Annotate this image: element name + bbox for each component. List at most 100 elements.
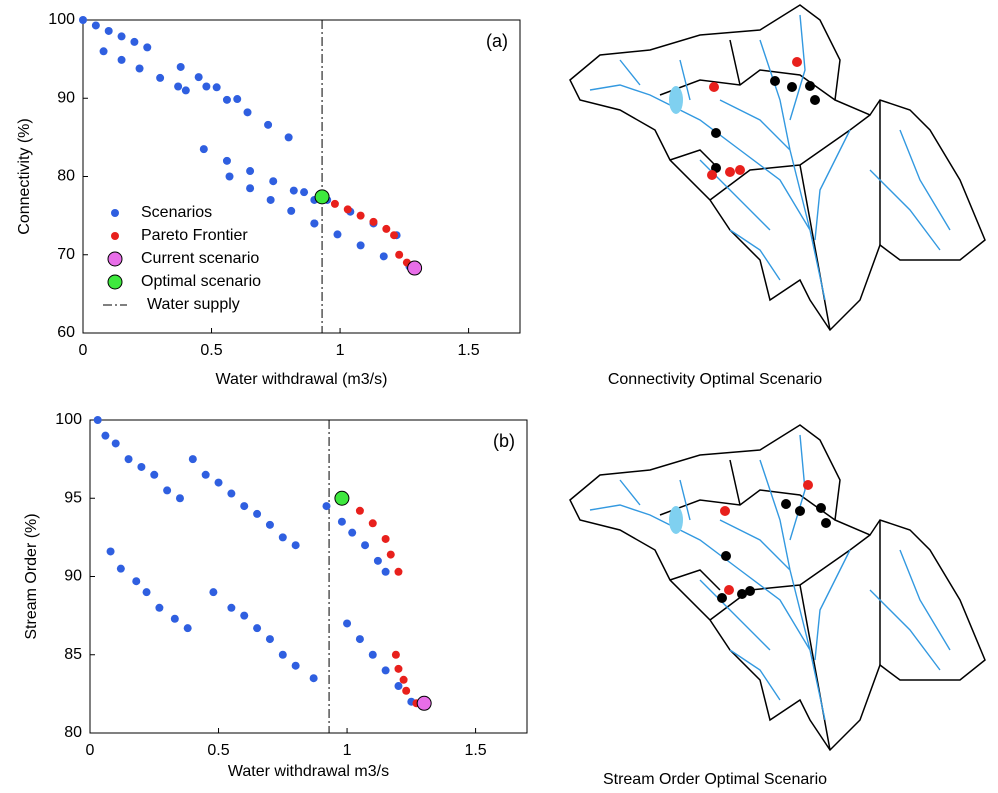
legend-marker bbox=[107, 274, 123, 290]
legend-label: Pareto Frontier bbox=[141, 227, 248, 244]
data-point bbox=[176, 62, 185, 71]
data-point bbox=[333, 230, 342, 239]
data-point bbox=[379, 252, 388, 261]
x-axis-label: Water withdrawal m3/s bbox=[228, 763, 389, 780]
data-point bbox=[343, 619, 352, 628]
data-point bbox=[407, 260, 423, 276]
data-point bbox=[104, 26, 113, 35]
data-point bbox=[355, 506, 364, 515]
y-tick-label: 95 bbox=[64, 489, 82, 506]
y-tick-label: 80 bbox=[57, 168, 75, 185]
data-point bbox=[395, 250, 404, 259]
legend-marker bbox=[107, 251, 123, 267]
data-point bbox=[132, 577, 141, 586]
y-tick-label: 70 bbox=[57, 246, 75, 263]
legend-marker bbox=[111, 209, 119, 217]
data-point bbox=[381, 666, 390, 675]
data-point bbox=[343, 205, 352, 214]
x-tick-label: 0 bbox=[86, 742, 95, 759]
data-point bbox=[174, 82, 183, 91]
y-tick-label: 80 bbox=[64, 724, 82, 741]
data-point bbox=[399, 675, 408, 684]
data-point bbox=[99, 47, 108, 56]
data-point bbox=[183, 624, 192, 633]
data-point bbox=[79, 16, 87, 24]
data-point bbox=[381, 567, 390, 576]
data-point bbox=[246, 167, 255, 176]
data-point bbox=[194, 73, 203, 82]
data-point bbox=[287, 206, 296, 215]
data-point bbox=[214, 478, 223, 487]
data-point bbox=[373, 556, 382, 565]
data-point bbox=[233, 95, 242, 104]
data-point bbox=[265, 520, 274, 529]
data-point bbox=[337, 517, 346, 526]
data-point bbox=[402, 686, 411, 695]
data-point bbox=[246, 184, 255, 193]
data-point bbox=[322, 502, 331, 511]
data-point bbox=[227, 603, 236, 612]
data-point bbox=[135, 64, 144, 73]
x-tick-label: 1.5 bbox=[464, 742, 486, 759]
data-point bbox=[163, 486, 172, 495]
data-point bbox=[284, 133, 293, 142]
data-point bbox=[175, 494, 184, 503]
data-point bbox=[381, 534, 390, 543]
data-point bbox=[101, 431, 110, 440]
data-point bbox=[124, 455, 133, 464]
data-point bbox=[369, 217, 378, 226]
map bbox=[569, 424, 986, 751]
data-point bbox=[330, 199, 339, 208]
data-point bbox=[201, 470, 210, 479]
y-tick-label: 100 bbox=[55, 411, 82, 428]
data-point bbox=[156, 73, 165, 82]
data-point bbox=[382, 224, 391, 233]
data-point bbox=[269, 177, 278, 186]
data-point bbox=[310, 219, 319, 228]
data-point bbox=[155, 603, 164, 612]
data-point bbox=[391, 650, 400, 659]
data-point bbox=[240, 611, 249, 620]
x-tick-label: 0.5 bbox=[207, 742, 229, 759]
y-axis-label: Connectivity (%) bbox=[16, 118, 33, 234]
x-axis-label: Water withdrawal (m3/s) bbox=[216, 371, 388, 388]
data-point bbox=[253, 509, 262, 518]
legend-marker bbox=[111, 232, 119, 240]
data-point bbox=[142, 588, 151, 597]
data-point bbox=[278, 650, 287, 659]
data-point bbox=[222, 156, 231, 165]
data-point bbox=[300, 188, 309, 197]
data-point bbox=[356, 211, 365, 220]
data-point bbox=[170, 614, 179, 623]
plot-frame bbox=[82, 19, 521, 334]
data-point bbox=[240, 502, 249, 511]
data-point bbox=[137, 462, 146, 471]
data-point bbox=[278, 533, 287, 542]
data-point bbox=[117, 55, 126, 64]
data-point bbox=[368, 519, 377, 528]
data-point bbox=[150, 470, 159, 479]
data-point bbox=[264, 120, 273, 129]
data-point bbox=[117, 32, 126, 41]
map-caption: Stream Order Optimal Scenario bbox=[603, 771, 827, 788]
data-point bbox=[212, 83, 221, 92]
x-tick-label: 1.5 bbox=[457, 342, 479, 359]
data-point bbox=[291, 661, 300, 670]
map bbox=[569, 4, 986, 331]
map-caption: Connectivity Optimal Scenario bbox=[608, 371, 822, 388]
data-point bbox=[130, 37, 139, 46]
x-tick-label: 0 bbox=[79, 342, 88, 359]
data-point bbox=[181, 86, 190, 95]
data-point bbox=[143, 43, 152, 52]
data-point bbox=[356, 241, 365, 250]
data-point bbox=[291, 541, 300, 550]
x-tick-label: 0.5 bbox=[200, 342, 222, 359]
y-tick-label: 90 bbox=[64, 568, 82, 585]
x-tick-label: 1 bbox=[336, 342, 345, 359]
y-tick-label: 100 bbox=[48, 11, 75, 28]
data-point bbox=[334, 490, 350, 506]
data-point bbox=[386, 550, 395, 559]
y-tick-label: 60 bbox=[57, 324, 75, 341]
legend-label: Optimal scenario bbox=[141, 273, 261, 290]
